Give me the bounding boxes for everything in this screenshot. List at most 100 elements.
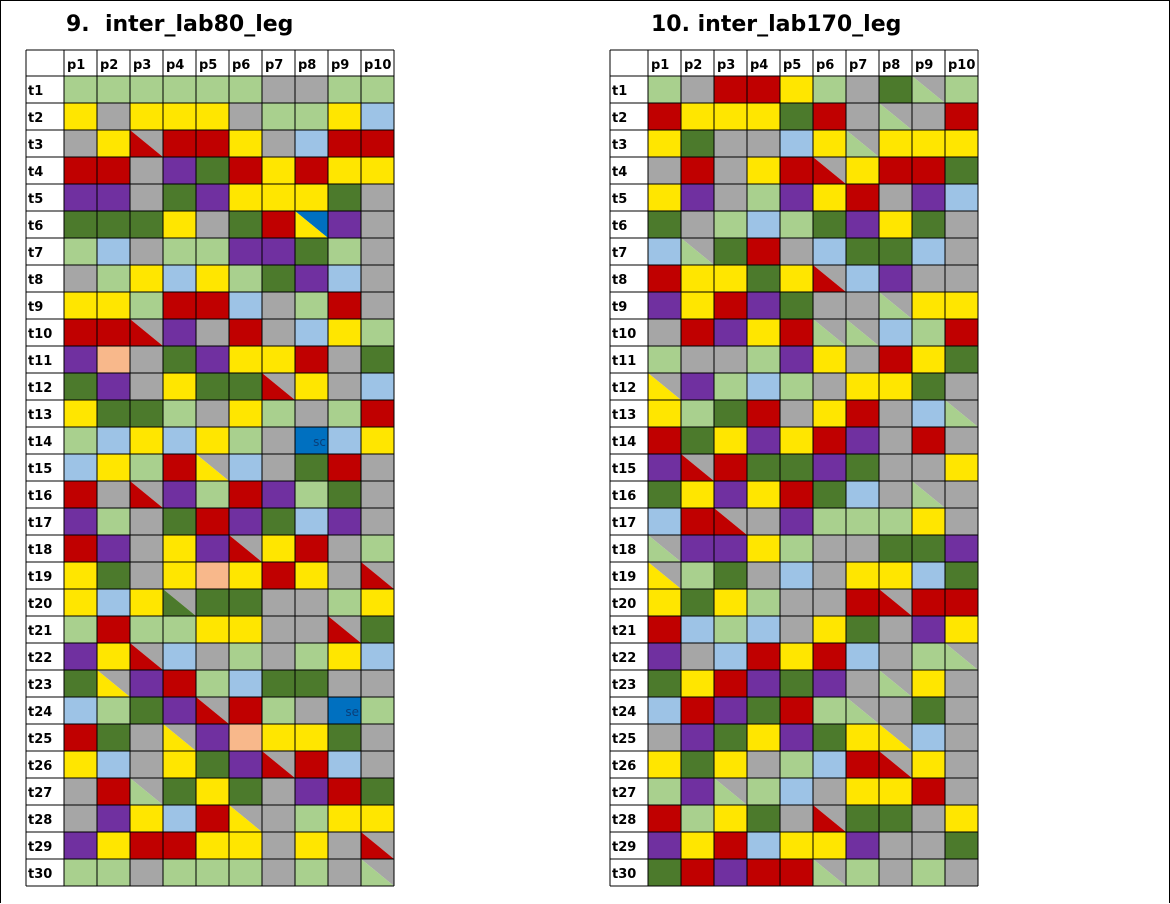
cell xyxy=(780,130,813,157)
cell xyxy=(780,184,813,211)
column-label: p9 xyxy=(915,58,933,73)
cell xyxy=(846,670,879,697)
row-label: t17 xyxy=(28,516,52,531)
row-label: t29 xyxy=(28,840,52,855)
cell xyxy=(163,562,196,589)
cell xyxy=(97,427,130,454)
cell xyxy=(328,427,361,454)
cell xyxy=(163,400,196,427)
cell xyxy=(130,454,163,481)
cell xyxy=(813,562,846,589)
header-cell xyxy=(196,50,229,76)
cell xyxy=(780,616,813,643)
cell xyxy=(295,832,328,859)
cell xyxy=(97,832,130,859)
cell xyxy=(361,373,394,400)
cell xyxy=(747,103,780,130)
cell xyxy=(879,373,912,400)
cell xyxy=(945,859,978,886)
cell xyxy=(361,805,394,832)
cell-split-a xyxy=(879,292,912,319)
cell xyxy=(714,724,747,751)
column-label: p10 xyxy=(948,58,975,73)
cell xyxy=(229,643,262,670)
cell xyxy=(295,643,328,670)
cell xyxy=(361,130,394,157)
cell xyxy=(747,346,780,373)
cell xyxy=(648,697,681,724)
cell xyxy=(714,481,747,508)
cell xyxy=(813,454,846,481)
cell xyxy=(648,751,681,778)
row-label: t13 xyxy=(28,408,52,423)
cell xyxy=(229,184,262,211)
cell xyxy=(229,616,262,643)
row-label: t27 xyxy=(612,786,636,801)
row-label: t8 xyxy=(612,273,627,288)
header-cell xyxy=(163,50,196,76)
cell xyxy=(912,616,945,643)
cell xyxy=(64,670,97,697)
cell xyxy=(295,346,328,373)
cell xyxy=(714,670,747,697)
cell xyxy=(747,670,780,697)
cell xyxy=(295,859,328,886)
row-label: t21 xyxy=(28,624,52,639)
cell xyxy=(747,400,780,427)
column-label: p8 xyxy=(882,58,900,73)
cell-split-a xyxy=(648,535,681,562)
cell xyxy=(780,454,813,481)
chart-title-10: 10. inter_lab170_leg xyxy=(651,12,902,37)
cell xyxy=(196,562,229,589)
cell xyxy=(681,103,714,130)
cell xyxy=(295,103,328,130)
header-cell xyxy=(328,50,361,76)
cell xyxy=(295,697,328,724)
cell xyxy=(328,697,361,724)
cell xyxy=(163,751,196,778)
cell-split-a xyxy=(681,238,714,265)
cell xyxy=(681,157,714,184)
cell xyxy=(295,157,328,184)
row-label: t28 xyxy=(28,813,52,828)
cell xyxy=(262,76,295,103)
cell xyxy=(262,589,295,616)
row-label: t10 xyxy=(612,327,636,342)
cell-split-a xyxy=(361,859,394,886)
cell xyxy=(295,400,328,427)
cell xyxy=(813,238,846,265)
cell xyxy=(229,562,262,589)
cell xyxy=(747,454,780,481)
cell xyxy=(97,238,130,265)
cell xyxy=(97,211,130,238)
cell xyxy=(97,859,130,886)
cell xyxy=(945,670,978,697)
cell xyxy=(97,265,130,292)
cell xyxy=(328,265,361,292)
cell xyxy=(912,535,945,562)
cell xyxy=(714,427,747,454)
cell-split-a xyxy=(130,643,163,670)
cell xyxy=(262,616,295,643)
cell xyxy=(945,427,978,454)
cell xyxy=(295,427,328,454)
row-label: t27 xyxy=(28,786,52,801)
cell-split-a xyxy=(163,724,196,751)
cell xyxy=(912,346,945,373)
row-label: t23 xyxy=(612,678,636,693)
cell xyxy=(97,751,130,778)
cell xyxy=(681,697,714,724)
cell xyxy=(648,427,681,454)
cell xyxy=(295,589,328,616)
cell xyxy=(846,859,879,886)
cell xyxy=(912,292,945,319)
cell xyxy=(747,778,780,805)
cell xyxy=(130,508,163,535)
cell xyxy=(714,832,747,859)
cell xyxy=(295,184,328,211)
cell xyxy=(879,832,912,859)
cell xyxy=(64,616,97,643)
cell xyxy=(714,535,747,562)
cell xyxy=(714,265,747,292)
row-label: t15 xyxy=(612,462,636,477)
